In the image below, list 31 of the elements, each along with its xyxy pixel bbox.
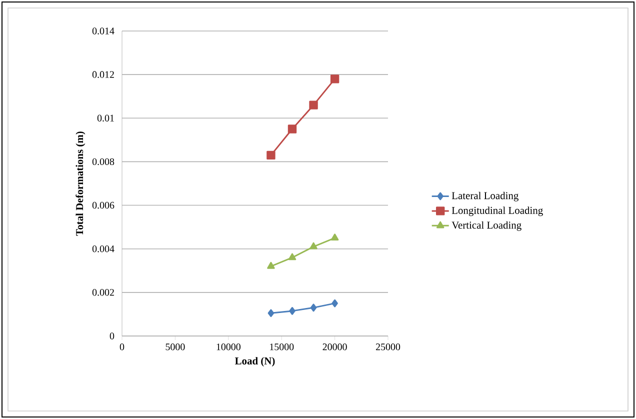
legend-label: Longitudinal Loading (452, 206, 543, 216)
point (310, 242, 318, 250)
point (268, 309, 274, 318)
y-tick-label: 0.004 (92, 245, 114, 252)
point (288, 124, 297, 134)
y-tick-label: 0.01 (97, 114, 114, 122)
x-tick-label: 15000 (270, 344, 294, 350)
legend-label: Lateral Loading (452, 192, 518, 202)
point (309, 100, 318, 110)
point (310, 304, 317, 312)
y-tick-label: 0.014 (92, 28, 114, 34)
y-tick-label: 0.006 (92, 202, 114, 209)
x-tick-label: 20000 (322, 344, 347, 350)
point (330, 234, 339, 241)
y-tick-label: 0.008 (92, 158, 114, 166)
legend-label: Vertical Loading (452, 221, 522, 231)
y-tick-label: 0 (110, 332, 114, 340)
point (288, 253, 296, 260)
y-tick-label: 0.002 (92, 289, 114, 296)
point (330, 74, 340, 84)
x-tick-label: 10000 (216, 344, 240, 350)
point (289, 306, 296, 315)
point (266, 150, 276, 160)
y-axis-title: Total Deformations (m) (76, 132, 86, 236)
x-tick-label: 25000 (376, 344, 400, 350)
x-axis-title: Load (N) (234, 357, 275, 367)
point (332, 299, 338, 308)
point (267, 262, 275, 269)
x-tick-label: 0 (120, 344, 124, 350)
x-tick-label: 5000 (166, 344, 185, 350)
y-tick-label: 0.012 (92, 71, 114, 78)
